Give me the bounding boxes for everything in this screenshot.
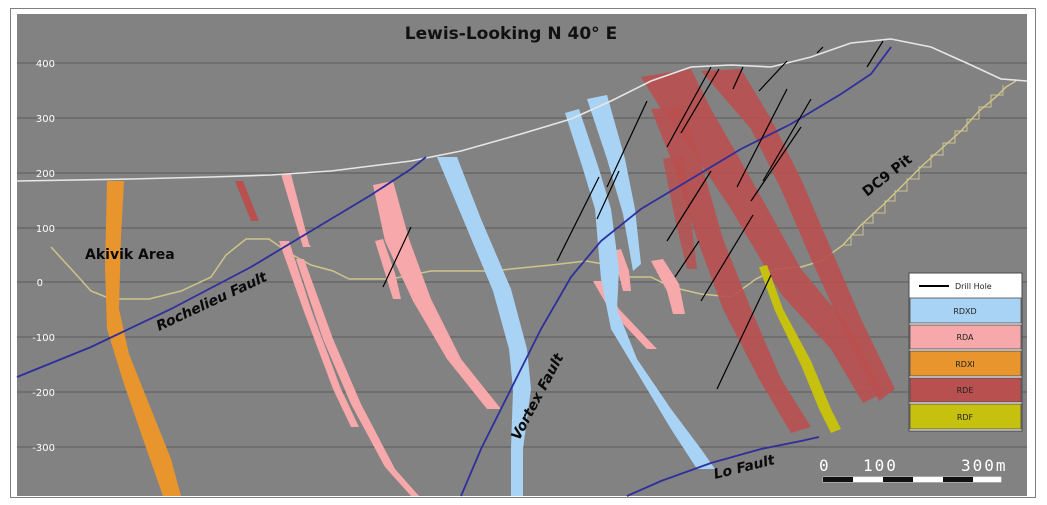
unit-rda-band xyxy=(375,239,401,299)
elevation-labels: 400 300 200 100 0 -100 -200 -300 xyxy=(32,59,55,454)
unit-rda-band xyxy=(279,241,359,427)
unit-rda-band xyxy=(281,174,311,247)
drill-hole-trace xyxy=(596,170,620,220)
drill-hole-trace xyxy=(382,226,412,288)
elevation-label: -300 xyxy=(32,443,55,454)
legend-label-rda: RDA xyxy=(956,333,974,342)
unit-rdxi-band xyxy=(105,181,181,496)
scale-bar-segment xyxy=(883,477,913,482)
legend-swatch-rdxd xyxy=(909,297,1022,324)
akivik-area-label: Akivik Area xyxy=(85,247,175,263)
scale-label-300: 300m xyxy=(961,456,1008,475)
unit-rda-band xyxy=(373,181,501,409)
unit-rdf-band xyxy=(759,265,841,433)
drill-hole-trace xyxy=(750,126,802,202)
cross-section-frame: 400 300 200 100 0 -100 -200 -300 xyxy=(10,8,1036,498)
drill-hole-trace xyxy=(816,46,824,54)
elevation-label: 0 xyxy=(37,278,43,289)
elevation-label: -100 xyxy=(32,333,55,344)
drill-hole-trace xyxy=(736,88,788,188)
drill-hole-trace xyxy=(762,98,812,182)
scale-label-0: 0 xyxy=(819,456,831,475)
scale-bar-segment xyxy=(823,477,853,482)
legend: Drill Hole RDXD RDA RDXI RDE RDF xyxy=(908,272,1023,432)
legend-swatch-rdf xyxy=(909,403,1022,430)
legend-label-rdf: RDF xyxy=(957,413,974,422)
unit-rde-band xyxy=(641,69,883,403)
drill-hole-trace xyxy=(666,66,712,148)
unit-rda-band xyxy=(296,259,419,496)
legend-swatch-rde xyxy=(909,377,1022,403)
scale-bar-segment xyxy=(943,477,973,482)
drill-hole-trace xyxy=(556,176,600,262)
legend-swatch-rda xyxy=(909,324,1022,350)
ground-surface-line xyxy=(16,38,1028,182)
unit-rda-band xyxy=(651,259,685,314)
elevation-label: 200 xyxy=(36,169,55,180)
pit-bench-steps xyxy=(843,85,1004,246)
drill-hole-trace xyxy=(716,274,772,390)
unit-rdxd-band xyxy=(437,157,531,496)
elevation-label: 100 xyxy=(36,224,55,235)
fault-lines xyxy=(16,46,892,497)
drill-hole-trace xyxy=(666,170,712,242)
lo-fault-line xyxy=(626,436,820,497)
scale-bar: 0 100 300m xyxy=(819,456,1008,483)
legend-label-rde: RDE xyxy=(957,386,974,395)
scale-label-100: 100 xyxy=(863,456,898,475)
drill-hole-trace xyxy=(732,66,744,90)
elevation-label: -200 xyxy=(32,388,55,399)
legend-label-rdxi: RDXI xyxy=(955,360,975,369)
unit-rda-band xyxy=(235,181,259,221)
vortex-fault-line xyxy=(460,46,892,497)
section-title: Lewis-Looking N 40° E xyxy=(405,24,617,44)
legend-label-rdxd: RDXD xyxy=(953,307,976,316)
rochelieu-fault-line xyxy=(16,156,427,378)
elevation-label: 400 xyxy=(36,59,55,70)
drill-hole-trace xyxy=(866,40,884,68)
drill-hole-trace xyxy=(758,60,788,92)
geologic-cross-section: 400 300 200 100 0 -100 -200 -300 xyxy=(16,14,1028,497)
drill-holes xyxy=(382,40,884,390)
unit-rde-band xyxy=(651,107,811,433)
unit-rde-band xyxy=(701,69,895,401)
unit-rdxd-band xyxy=(565,109,715,469)
drill-hole-trace xyxy=(674,240,700,278)
drill-hole-trace xyxy=(700,214,754,302)
elevation-label: 300 xyxy=(36,114,55,125)
unit-rde-band xyxy=(663,155,697,269)
drill-hole-legend-label: Drill Hole xyxy=(955,282,992,291)
drill-hole-trace xyxy=(606,100,648,188)
drill-hole-trace xyxy=(680,68,720,134)
legend-swatch-rdxi xyxy=(909,350,1022,377)
